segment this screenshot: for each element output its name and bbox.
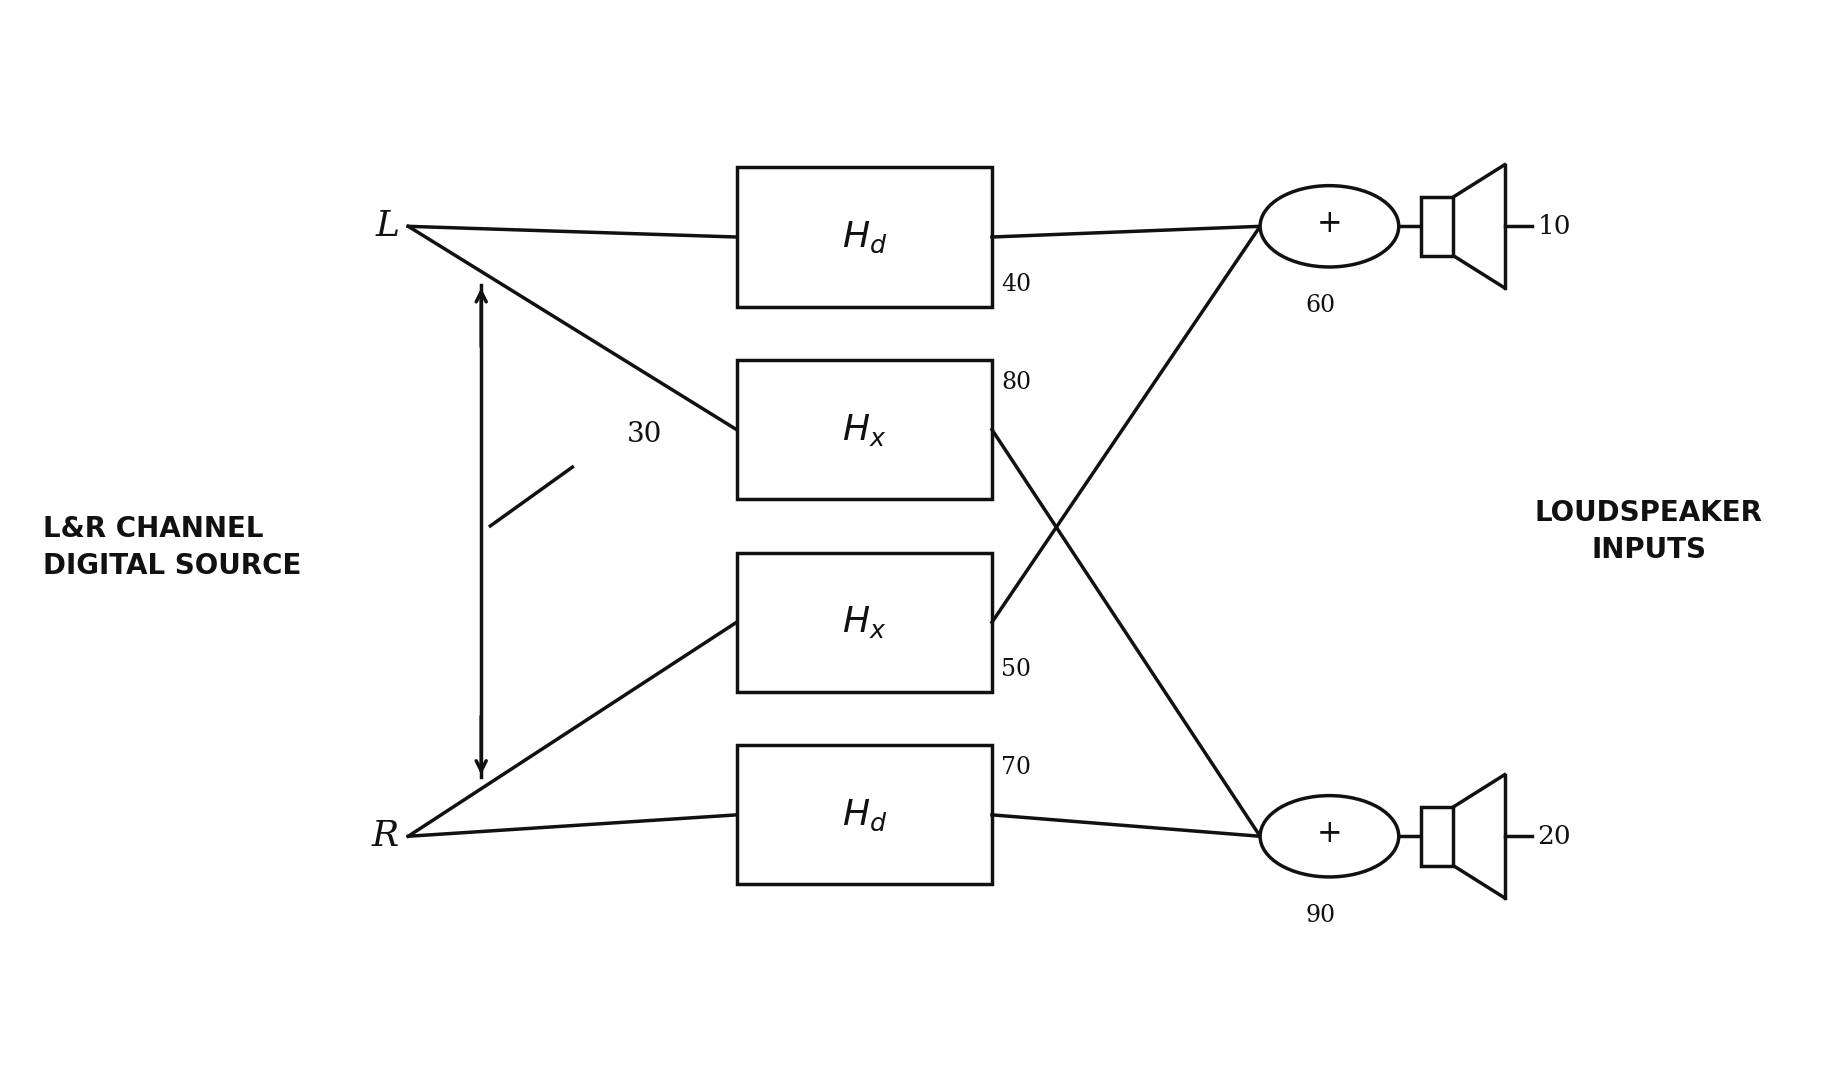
Bar [737, 167, 993, 307]
Text: 30: 30 [627, 422, 662, 449]
Text: $H_x$: $H_x$ [842, 412, 886, 448]
Text: +: + [1316, 208, 1342, 238]
Bar [737, 746, 993, 885]
Text: 10: 10 [1537, 214, 1571, 238]
Text: $H_d$: $H_d$ [842, 219, 888, 255]
Text: $H_x$: $H_x$ [842, 604, 886, 641]
Text: LOUDSPEAKER
INPUTS: LOUDSPEAKER INPUTS [1535, 499, 1763, 564]
Bar [737, 360, 993, 500]
Circle shape [1261, 796, 1399, 877]
Text: $H_d$: $H_d$ [842, 797, 888, 833]
Text: 40: 40 [1002, 273, 1031, 296]
Text: 20: 20 [1537, 824, 1571, 849]
Text: 60: 60 [1305, 294, 1336, 317]
Text: L&R CHANNEL
DIGITAL SOURCE: L&R CHANNEL DIGITAL SOURCE [44, 515, 301, 580]
Text: 70: 70 [1002, 756, 1031, 779]
Text: L: L [375, 209, 399, 243]
Text: 80: 80 [1002, 371, 1031, 393]
Circle shape [1261, 185, 1399, 267]
Text: +: + [1316, 817, 1342, 849]
Text: 90: 90 [1305, 904, 1336, 927]
Text: R: R [371, 820, 399, 853]
Bar [737, 553, 993, 692]
Bar [1421, 806, 1454, 866]
Text: 50: 50 [1002, 658, 1031, 681]
Bar [1421, 197, 1454, 256]
